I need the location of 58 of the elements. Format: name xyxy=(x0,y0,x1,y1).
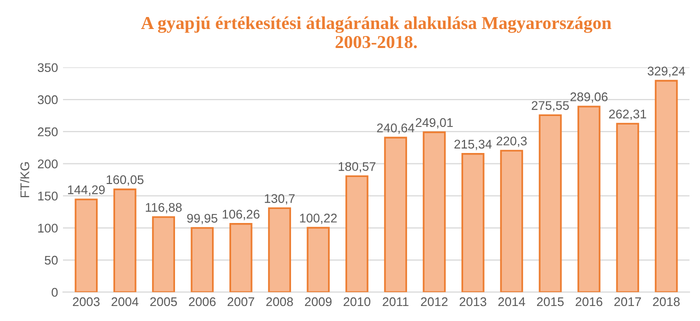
data-label: 329,24 xyxy=(648,66,686,77)
bar xyxy=(229,223,252,292)
x-tick-label: 2015 xyxy=(537,297,564,306)
bar xyxy=(538,114,562,292)
bar xyxy=(113,188,136,292)
bar xyxy=(500,150,524,292)
x-tick-label: 2011 xyxy=(382,297,408,306)
x-tick-label: 2005 xyxy=(150,297,177,306)
y-tick-label: 300 xyxy=(38,95,58,104)
data-label: 262,31 xyxy=(609,110,646,120)
bar xyxy=(384,136,408,292)
data-label: 130,7 xyxy=(264,194,295,204)
y-tick-label: 100 xyxy=(38,224,58,233)
data-label: 106,26 xyxy=(222,210,260,220)
data-label: 275,55 xyxy=(532,101,569,112)
data-label: 220,3 xyxy=(496,136,527,147)
bar xyxy=(616,122,640,292)
bar xyxy=(345,175,368,292)
bar xyxy=(461,153,484,292)
bar xyxy=(190,227,214,292)
x-tick-label: 2004 xyxy=(112,297,138,306)
x-tick-label: 2012 xyxy=(420,297,448,306)
y-tick-label: 50 xyxy=(44,256,58,265)
bar xyxy=(654,80,678,292)
x-tick-label: 2009 xyxy=(304,297,332,306)
x-tick-label: 2008 xyxy=(266,297,293,306)
x-tick-label: 2007 xyxy=(228,297,254,306)
data-label: 289,06 xyxy=(570,92,608,103)
y-axis-title: FT/KG xyxy=(20,162,30,198)
bar xyxy=(577,106,600,292)
bar xyxy=(306,226,330,292)
data-label: 144,29 xyxy=(68,185,105,196)
data-label: 215,34 xyxy=(454,140,492,150)
x-tick-label: 2013 xyxy=(460,297,486,306)
bar xyxy=(152,216,176,292)
bar xyxy=(74,198,98,292)
x-tick-label: 2014 xyxy=(498,297,526,306)
data-label: 116,88 xyxy=(146,202,182,214)
data-label: 180,57 xyxy=(338,162,376,172)
x-tick-label: 2010 xyxy=(344,297,370,306)
chart-title: A gyapjú értékesítési átlagárának alakulása Magyarországon 2003-2018. xyxy=(141,16,612,48)
bar xyxy=(422,131,446,292)
data-label: 249,01 xyxy=(416,118,453,128)
x-tick-label: 2006 xyxy=(188,297,216,306)
bar xyxy=(268,207,292,292)
x-tick-label: 2018 xyxy=(653,297,680,306)
data-label: 240,64 xyxy=(377,124,414,134)
data-label: 100,22 xyxy=(300,214,337,224)
x-tick-label: 2017 xyxy=(614,297,641,306)
data-label: 99,95 xyxy=(187,214,218,224)
x-tick-label: 2016 xyxy=(576,297,602,306)
y-tick-label: 0 xyxy=(52,288,58,297)
y-tick-label: 250 xyxy=(38,127,58,136)
y-tick-label: 200 xyxy=(38,160,58,168)
data-label: 160,05 xyxy=(106,175,144,186)
y-tick-label: 150 xyxy=(38,192,58,200)
y-tick-label: 350 xyxy=(38,63,58,72)
x-tick-label: 2003 xyxy=(72,297,100,306)
